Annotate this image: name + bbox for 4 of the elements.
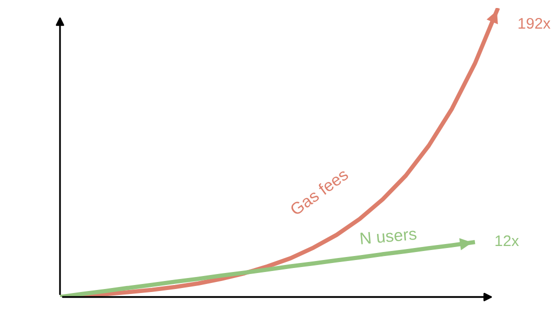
text: Gas fees: [289, 168, 350, 216]
series-label: N users: [360, 228, 417, 244]
text: 192x: [518, 18, 550, 29]
annotation: 12x: [496, 235, 519, 246]
